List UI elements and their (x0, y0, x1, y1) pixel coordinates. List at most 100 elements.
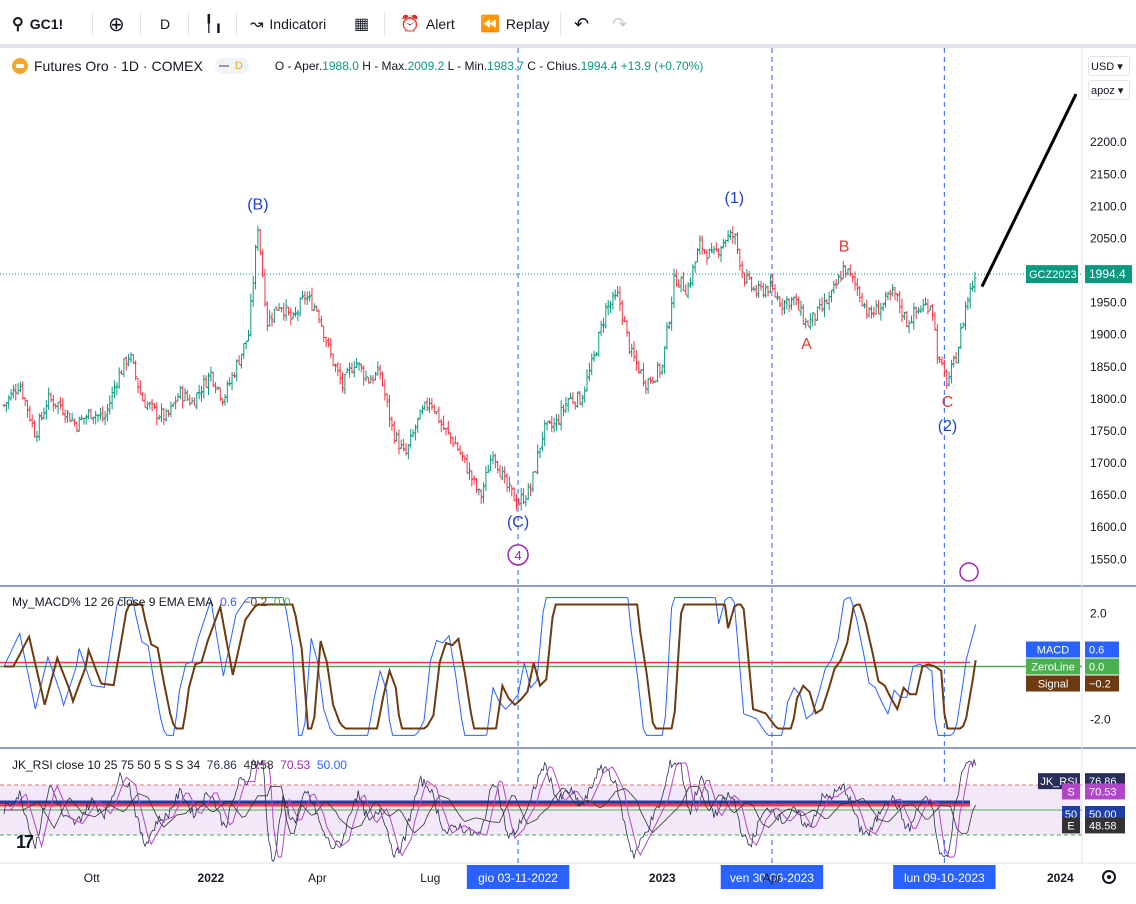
rsi-value-tag-bg (1085, 783, 1125, 800)
chart-area[interactable]: gio 03-11-2022 ven 30-06-2023 lun 09-10-20… (0, 48, 1136, 904)
divider (188, 12, 189, 36)
interval-label: D (160, 16, 171, 32)
divider (560, 12, 561, 36)
rsi-title: JK_RSI close 10 25 75 50 5 S S 34 (12, 758, 201, 772)
chart-type-button[interactable]: ╿╻ (204, 0, 229, 48)
badge-letter: D (234, 60, 243, 72)
date-marker-label: gio 03-11-2022 (478, 871, 558, 885)
close-value: 1994.4 (580, 59, 618, 73)
tradingview-logo: 17 (16, 832, 34, 852)
time-tick-label: Apr (308, 871, 327, 885)
last-price-tag-label: GCZ2023 (1029, 269, 1077, 281)
price-tick-label: 1600.0 (1090, 520, 1127, 534)
high-value: 2009.2 (407, 59, 445, 73)
rsi-value-tag-bg (1085, 817, 1125, 834)
wave-label: (C) (507, 514, 529, 531)
macd-tick-label: 2.0 (1090, 607, 1107, 621)
wave-label: (B) (247, 197, 268, 214)
rsi-value-tag: 48.58 (1089, 820, 1117, 832)
indicators-button[interactable]: ↝ Indicatori (250, 0, 326, 48)
price-tick-label: 1700.0 (1090, 456, 1127, 470)
wave-label: A (801, 336, 812, 353)
rsi-series-tag-bg (1062, 817, 1080, 834)
signal-value: −0.2 (243, 595, 268, 609)
axes: 2200.02150.02100.02050.02000.01950.01900… (84, 135, 1132, 885)
undo-icon: ↶ (574, 13, 590, 34)
replay-button[interactable]: ⏪ Replay (480, 0, 550, 48)
wave-labels: (B) (C) 4 (1) A B C (2) (247, 93, 1078, 582)
search-icon: ⚲ (12, 16, 24, 33)
rsi-value: 76.86 (206, 758, 237, 772)
candles (2, 225, 977, 511)
macd-legend: My_MACD% 12 26 close 9 EMA EMA 0.6 −0.2 … (12, 595, 291, 609)
scale-mode-label: apoz (1091, 85, 1115, 97)
macd-pane: 2.0 -2.0 MACD 0.6 ZeroLine 0.0 Signal −0.2 (0, 597, 1119, 736)
rsi-value-tag: 70.53 (1089, 786, 1117, 798)
compare-button[interactable]: ⊕ (108, 0, 131, 48)
open-label: O - Aper. (274, 59, 323, 73)
macd-value: 0.6 (220, 595, 237, 609)
macd-value-tag-bg (1085, 658, 1119, 675)
grid (0, 48, 1136, 864)
wave-label: (1) (725, 190, 745, 207)
macd-line (3, 597, 977, 736)
macd-series-tag: MACD (1037, 645, 1069, 657)
s-value: 70.53 (280, 758, 311, 772)
open-value: 1988.0 (322, 59, 359, 73)
last-price-value: 1994.4 (1089, 267, 1126, 281)
rewind-icon: ⏪ (480, 16, 500, 33)
alert-button[interactable]: ⏰ Alert (400, 0, 455, 48)
undo-button[interactable]: ↶ (574, 0, 589, 48)
rsi-ema-line (4, 786, 977, 834)
interval-button[interactable]: D (160, 0, 170, 48)
last-price-tag-bg (1026, 265, 1078, 284)
redo-button[interactable]: ↷ (612, 0, 627, 48)
date-marker-label: ven 30-06-2023 (730, 871, 814, 885)
wave-label: 4 (514, 548, 521, 563)
macd-value-tag: 0.6 (1089, 645, 1104, 657)
macd-value-tag-bg (1085, 641, 1119, 658)
macd-series-tag: Signal (1038, 679, 1069, 691)
rsi-line (3, 759, 977, 862)
data-status-badge[interactable]: D (214, 58, 249, 74)
zero-value: 0.0 (273, 595, 291, 609)
rsi-legend: JK_RSI close 10 25 75 50 5 S S 34 76.86 … (12, 758, 347, 772)
close-label: C - Chius. (527, 59, 581, 73)
date-marker-bg (720, 865, 824, 889)
last-price-box (1085, 265, 1132, 284)
top-toolbar: ⚲ GC1! ⊕ D ╿╻ ↝ Indicatori ▦ ⏰ Alert ⏪ R… (0, 0, 1136, 48)
currency-selector[interactable]: USD ▾ (1088, 56, 1130, 76)
ohlc-values: O - Aper.1988.0 H - Max.2009.2 L - Min.1… (275, 59, 704, 73)
indicators-icon: ↝ (250, 16, 264, 33)
macd-series-tag-bg (1026, 675, 1080, 692)
price-tick-label: 1900.0 (1090, 328, 1127, 342)
price-tick-label: 2100.0 (1090, 199, 1127, 213)
symbol-label: GC1! (29, 16, 64, 32)
indicators-label: Indicatori (269, 16, 327, 32)
rsi-series-tag-bg (1062, 783, 1080, 800)
date-marker-bg (466, 865, 570, 889)
replay-label: Replay (505, 16, 550, 32)
fifty-value: 50.00 (316, 758, 347, 772)
divider (92, 12, 93, 36)
time-tick-label: Ott (84, 871, 101, 885)
high-label: H - Max. (362, 59, 408, 73)
alert-label: Alert (425, 16, 455, 32)
wave-circle (507, 544, 529, 566)
alarm-clock-icon: ⏰ (400, 16, 420, 33)
chart-title: Futures Oro · 1D · COMEX (34, 58, 203, 74)
layout-button[interactable]: ▦ (354, 0, 375, 48)
time-tick-label: 2023 (649, 871, 676, 885)
symbol-search[interactable]: ⚲ GC1! (12, 0, 63, 48)
projection-line (980, 93, 1078, 288)
wave-label: (2) (938, 418, 958, 435)
currency-label: USD (1091, 61, 1115, 73)
time-tick-label: Apr (763, 871, 782, 885)
settings-gear-icon[interactable] (1102, 870, 1116, 884)
macd-value-tag-bg (1085, 675, 1119, 692)
add-circle-icon: ⊕ (108, 13, 125, 36)
time-tick-label: Lug (420, 871, 440, 885)
time-tick-label: 2024 (1047, 871, 1074, 885)
scale-mode-selector[interactable]: apoz ▾ (1088, 80, 1130, 100)
